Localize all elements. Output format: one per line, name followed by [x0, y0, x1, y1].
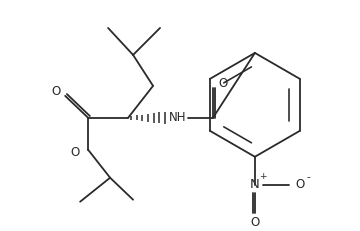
Text: O: O — [71, 146, 80, 159]
Text: O: O — [295, 178, 305, 191]
Text: O: O — [51, 85, 61, 98]
Text: O: O — [218, 77, 228, 90]
Text: +: + — [259, 172, 267, 181]
Text: -: - — [307, 172, 311, 182]
Text: O: O — [250, 216, 260, 229]
Text: N: N — [250, 178, 260, 191]
Text: NH: NH — [169, 111, 187, 124]
